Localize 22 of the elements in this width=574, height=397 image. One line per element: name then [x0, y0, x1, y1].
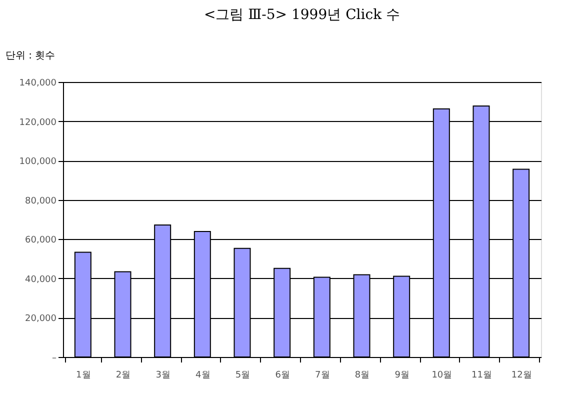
chart-title: <그림 Ⅲ-5> 1999년 Click 수 [204, 7, 400, 23]
x-tick-label: 3월 [156, 370, 170, 380]
y-tick-label: 60,000 [25, 236, 57, 246]
x-tick-label: 10월 [432, 370, 452, 380]
y-axis-title: 단위 : 횟수 [6, 50, 56, 62]
x-tick-label: 11월 [472, 370, 492, 380]
y-tick-label: 40,000 [25, 274, 57, 285]
y-tick-label: 100,000 [19, 157, 57, 168]
x-tick-label: 5월 [235, 370, 250, 380]
x-tick-label: 1월 [76, 370, 91, 380]
x-tick-label: 4월 [196, 370, 210, 380]
x-tick-label: 7월 [315, 370, 330, 380]
y-tick-label: – [52, 354, 57, 364]
x-tick-label: 8월 [354, 370, 370, 380]
y-tick-label: 120,000 [19, 118, 57, 128]
x-tick-label: 2월 [116, 370, 131, 380]
y-tick-label: 80,000 [25, 196, 57, 206]
y-tick-label: 140,000 [19, 78, 57, 88]
y-tick-label: 20,000 [25, 314, 57, 324]
x-tick-label: 9월 [394, 370, 410, 380]
x-tick-label: 12월 [511, 370, 532, 380]
x-tick-label: 6월 [275, 370, 290, 380]
